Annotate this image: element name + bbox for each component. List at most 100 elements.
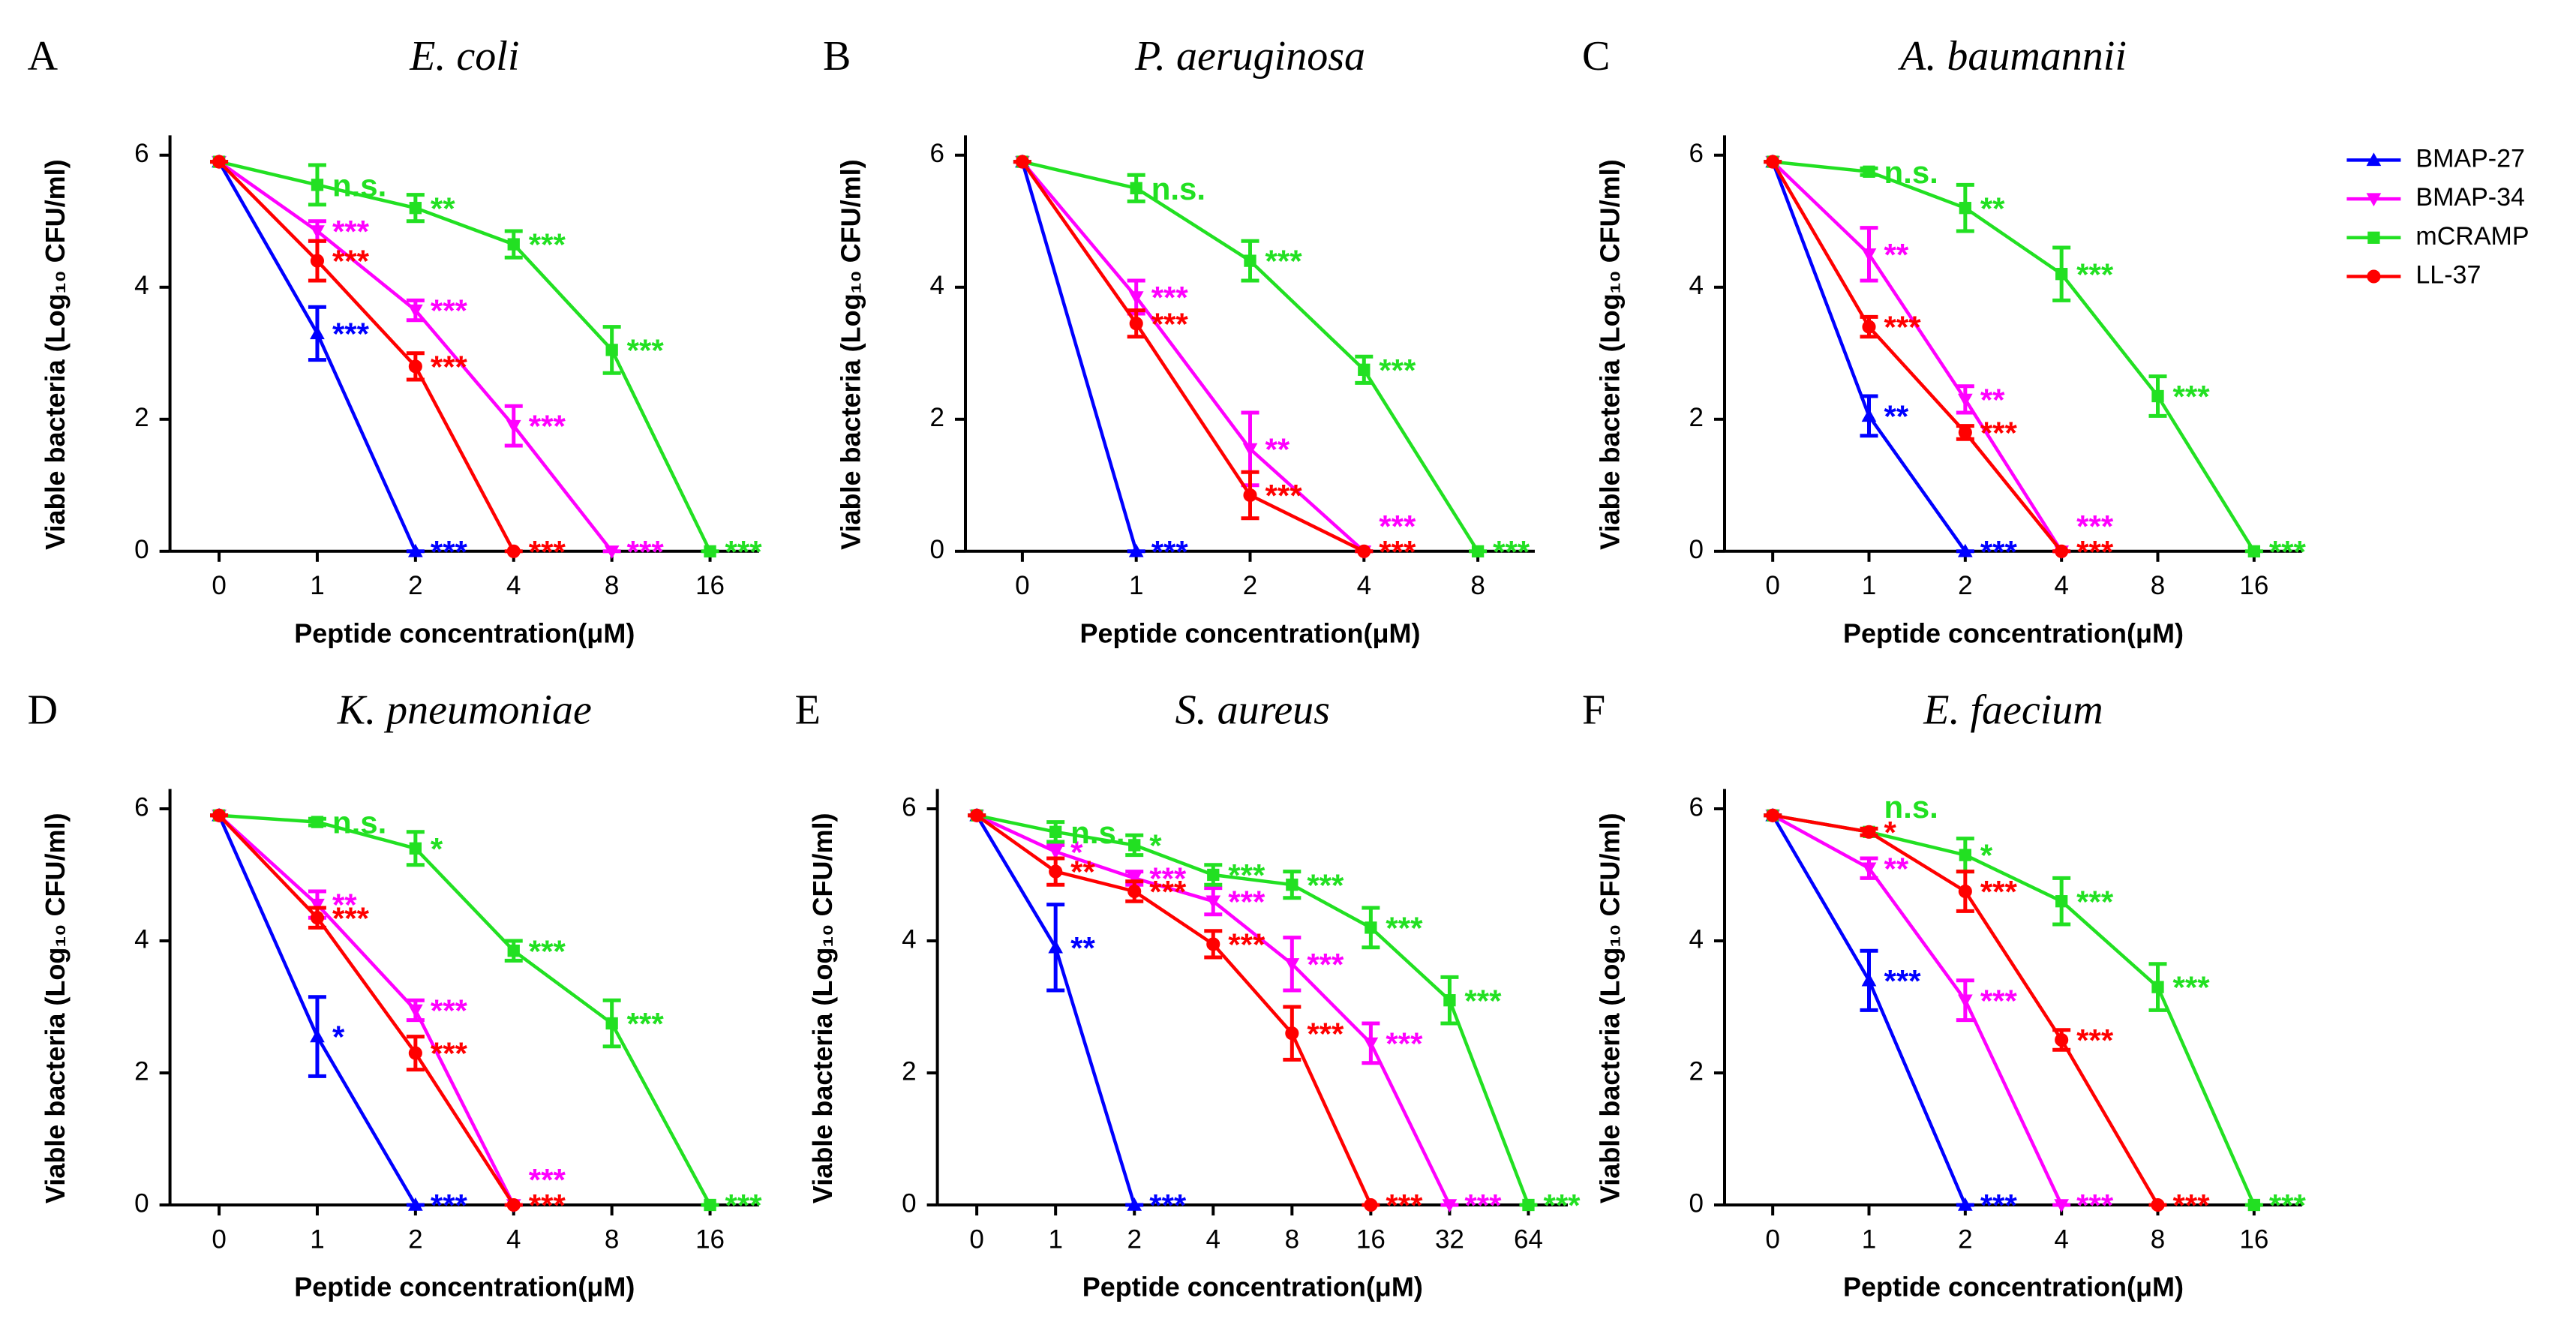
y-tick-label: 6	[902, 792, 916, 822]
x-axis-label: Peptide concentration(μM)	[1843, 617, 2184, 648]
series-line	[976, 813, 1530, 1206]
significance-label: ***	[1493, 534, 1530, 569]
x-tick-label: 0	[212, 571, 226, 600]
y-tick-label: 2	[1689, 403, 1704, 432]
significance-label: ***	[1379, 353, 1416, 388]
data-point	[212, 155, 227, 169]
data-point	[1863, 165, 1875, 178]
significance-label: ***	[2173, 1188, 2211, 1223]
significance-label: n.s.	[1070, 815, 1124, 850]
significance-label: ***	[529, 409, 566, 444]
significance-label: **	[1884, 398, 1909, 434]
data-point	[1127, 872, 1142, 886]
legend-marker	[2367, 269, 2381, 284]
significance-label: ***	[1980, 415, 2018, 450]
data-point	[408, 304, 423, 318]
significance-label: ***	[1386, 910, 1423, 945]
significance-label: **	[431, 191, 455, 226]
data-point	[2247, 1198, 2260, 1212]
significance-label: ***	[1379, 509, 1416, 544]
series-line	[218, 814, 515, 1206]
data-point	[1766, 155, 1780, 169]
y-axis-label: Viable bacteria (Log₁₀ CFU/ml)	[807, 813, 838, 1204]
data-point	[1357, 544, 1371, 558]
chart-title: A. baumannii	[1897, 33, 2127, 80]
data-point	[310, 225, 325, 239]
significance-label: **	[332, 888, 357, 923]
significance-label: ***	[529, 1162, 566, 1197]
data-point	[1862, 825, 1876, 839]
x-tick-label: 4	[2054, 571, 2068, 600]
significance-label: ***	[1884, 310, 1922, 345]
series-line	[218, 814, 515, 1206]
x-tick-label: 1	[310, 571, 324, 600]
data-point	[2054, 1199, 2070, 1213]
data-point	[1365, 921, 1377, 934]
significance-label: ***	[2076, 257, 2114, 292]
x-tick-label: 0	[1765, 1224, 1779, 1254]
data-point	[1959, 849, 1971, 861]
significance-label: *	[431, 831, 443, 867]
legend-label: BMAP-34	[2415, 183, 2525, 212]
series-line	[975, 813, 1373, 1206]
data-point	[1049, 825, 1062, 838]
x-tick-label: 1	[310, 1224, 324, 1254]
y-axis-label: Viable bacteria (Log₁₀ CFU/ml)	[836, 159, 866, 550]
data-point	[2055, 268, 2068, 281]
significance-label: ***	[1307, 867, 1344, 903]
significance-label: ***	[1149, 874, 1187, 909]
significance-label: *	[332, 1020, 345, 1055]
data-point	[1286, 879, 1299, 891]
significance-label: ***	[1228, 884, 1265, 919]
data-point	[2151, 981, 2164, 993]
significance-label: n.s.	[1884, 155, 1938, 190]
legend-label: LL-37	[2415, 260, 2481, 289]
significance-label: ***	[431, 1036, 468, 1071]
y-tick-label: 2	[902, 1056, 916, 1086]
data-point	[2151, 1197, 2165, 1212]
significance-label: ***	[1386, 1188, 1423, 1223]
data-point	[1128, 291, 1144, 305]
x-tick-label: 8	[2151, 1224, 2165, 1254]
x-tick-label: 4	[1357, 571, 1371, 600]
x-tick-label: 16	[695, 571, 725, 600]
chart-title: E. coli	[409, 33, 519, 80]
panel-label: B	[823, 33, 851, 80]
x-axis-label: Peptide concentration(μM)	[294, 617, 635, 648]
significance-label: *	[1070, 834, 1083, 870]
significance-label: ***	[1265, 244, 1303, 279]
significance-label: ***	[2076, 534, 2114, 569]
data-point	[310, 254, 325, 268]
data-point	[605, 344, 618, 356]
data-point	[1128, 543, 1144, 557]
data-point	[1861, 248, 1877, 262]
series-line	[1021, 161, 1365, 553]
data-point	[1861, 862, 1877, 876]
significance-label: ***	[1980, 874, 2018, 909]
significance-label: ***	[2076, 884, 2114, 919]
data-point	[605, 1017, 618, 1030]
y-tick-label: 0	[930, 535, 944, 564]
data-point	[409, 842, 422, 855]
series-line	[1771, 160, 2064, 553]
series-line	[1772, 813, 2064, 1206]
significance-label: ***	[1980, 534, 2018, 569]
series-line	[218, 161, 515, 552]
significance-label: ***	[2269, 1188, 2307, 1223]
significance-label: ***	[725, 534, 763, 569]
data-point	[1363, 1037, 1379, 1051]
y-tick-label: 4	[1689, 271, 1704, 300]
y-tick-label: 6	[1689, 139, 1704, 168]
significance-label: n.s.	[332, 167, 386, 203]
x-tick-label: 2	[408, 1224, 422, 1254]
x-tick-label: 0	[1765, 571, 1779, 600]
y-tick-label: 6	[1689, 792, 1704, 822]
data-point	[408, 543, 423, 557]
x-tick-label: 2	[1243, 571, 1257, 600]
data-point	[1127, 884, 1142, 899]
data-point	[311, 179, 324, 191]
y-tick-label: 0	[134, 1188, 149, 1218]
data-point	[1358, 363, 1371, 376]
data-point	[1048, 939, 1064, 954]
data-point	[1364, 1197, 1378, 1212]
